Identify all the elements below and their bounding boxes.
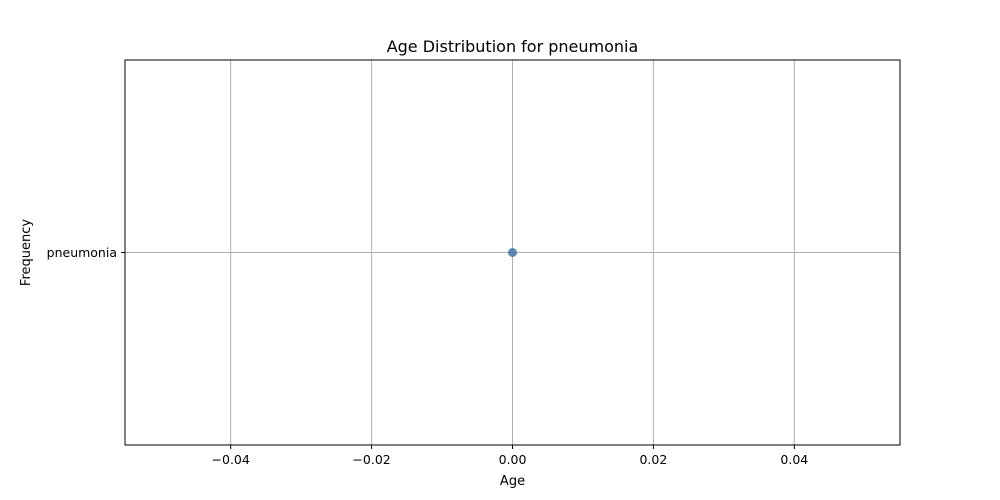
x-axis-label: Age [500, 474, 525, 489]
tick-layer: −0.04 −0.02 0.00 0.02 0.04 pneumonia [47, 245, 809, 467]
y-tick-label: pneumonia [47, 245, 117, 260]
chart-title: Age Distribution for pneumonia [387, 37, 639, 56]
x-tick-label: 0.02 [639, 452, 667, 467]
data-point [508, 248, 517, 257]
point-layer [508, 248, 517, 257]
x-tick-label: 0.00 [499, 452, 527, 467]
y-axis-label: Frequency [19, 219, 34, 286]
x-tick-label: −0.04 [212, 452, 250, 467]
x-tick-label: −0.02 [352, 452, 390, 467]
x-tick-label: 0.04 [780, 452, 808, 467]
